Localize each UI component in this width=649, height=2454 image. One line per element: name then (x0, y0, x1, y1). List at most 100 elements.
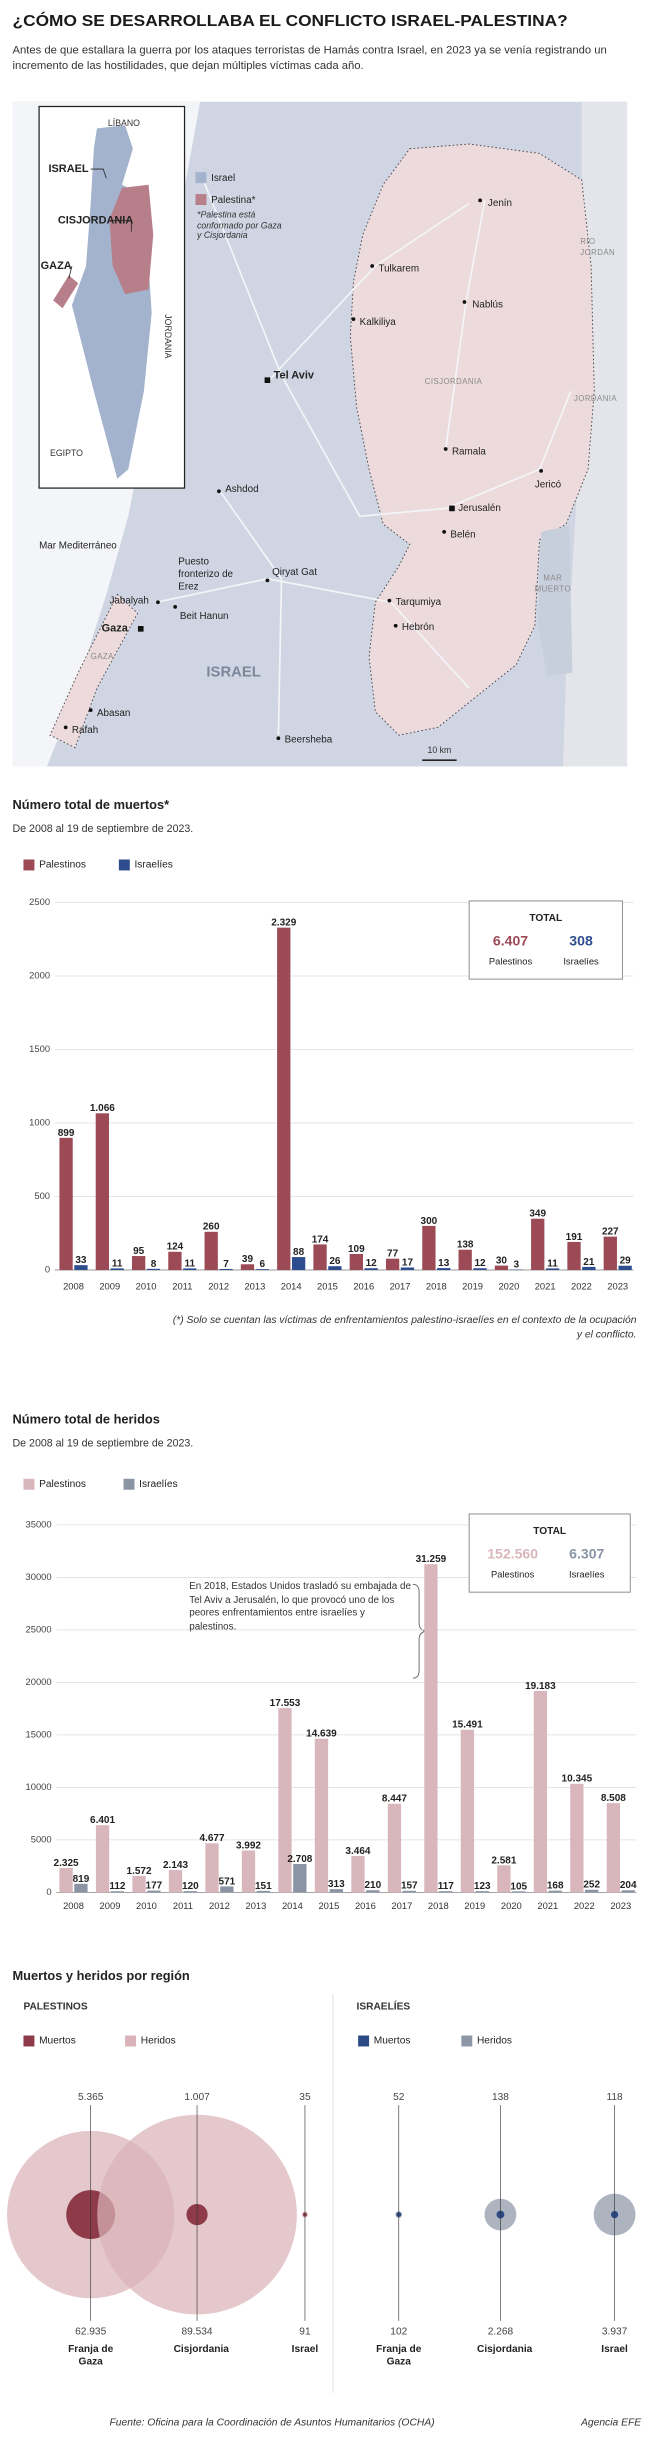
legend-swatch (461, 2035, 473, 2047)
bar-value-label: 17.553 (270, 1698, 301, 1709)
x-tick-label: 2015 (317, 1282, 338, 1292)
bar (219, 1268, 233, 1271)
bar-value-label: 1.066 (90, 1103, 115, 1114)
x-tick-label: 2012 (208, 1282, 229, 1292)
bubble-value-label: 91 (299, 2327, 311, 2338)
bar (183, 1891, 198, 1893)
x-tick-label: 2018 (426, 1282, 447, 1292)
bar-value-label: 12 (366, 1258, 378, 1269)
bar-value-label: 138 (457, 1240, 474, 1251)
road (218, 489, 283, 736)
total-box (468, 1513, 631, 1593)
region-label-wrap: Israel (568, 2344, 649, 2357)
bar-value-label: 3.464 (345, 1846, 370, 1857)
place-label: Jenín (488, 198, 512, 209)
total-value: 308 (569, 932, 593, 948)
inset-pointers (68, 168, 132, 279)
place-label: Hebrón (402, 622, 434, 633)
place-label: Qiryat Gat (272, 567, 317, 578)
bar-value-label: 31.259 (416, 1554, 447, 1565)
x-tick-label: 2010 (136, 1282, 157, 1292)
x-tick-label: 2023 (610, 1901, 631, 1911)
region-label-box: Israel (568, 2344, 649, 2357)
place-marker (351, 317, 356, 322)
map-westbank (349, 143, 595, 736)
bar-value-label: 349 (529, 1209, 546, 1220)
bar-value-label: 39 (242, 1254, 254, 1265)
bar-value-label: 8.447 (382, 1794, 407, 1805)
place-label-wrap: Puesto fronterizo de Erez (178, 557, 241, 595)
legend-swatch (23, 2035, 35, 2047)
place-label: Beit Hanun (180, 611, 229, 622)
place-label: CISJORDANIA (425, 377, 483, 386)
region-label: Franja de Gaza (68, 2344, 114, 2368)
place-label-box: MAR MUERTO (535, 574, 571, 594)
chart-title: Muertos y heridos por región (13, 1968, 190, 1983)
place-marker (393, 623, 398, 628)
bar (277, 927, 291, 1271)
y-tick-label: 500 (34, 1191, 50, 1201)
bar (497, 1865, 511, 1893)
bar-value-label: 4.677 (199, 1833, 224, 1844)
bar (570, 1783, 584, 1893)
map-dead-sea (537, 525, 573, 676)
y-tick-label: 35000 (26, 1519, 52, 1529)
bubble-value-label: 89.534 (182, 2327, 213, 2338)
map-note: *Palestina está conformado por Gaza y Ci… (197, 211, 282, 242)
bar (74, 1883, 88, 1893)
bar (168, 1869, 183, 1893)
bar (545, 1268, 560, 1271)
bubble-value-label: 5.365 (78, 2092, 104, 2103)
region-label-wrap: Cisjordania (150, 2344, 244, 2357)
place-label: Rafah (72, 725, 98, 736)
legend-swatch (123, 1478, 135, 1490)
bar-value-label: 17 (402, 1257, 414, 1268)
region-label: Cisjordania (173, 2344, 229, 2356)
inset-gaza (53, 275, 79, 309)
bubble-value-label: 2.268 (488, 2327, 514, 2338)
legend-swatch (195, 194, 207, 206)
legend-label: Palestinos (39, 1479, 86, 1490)
place-marker (63, 725, 68, 730)
bar-value-label: 157 (401, 1881, 418, 1892)
bar (512, 1891, 526, 1893)
bar-value-label: 313 (328, 1879, 345, 1890)
map-gaza (49, 593, 139, 749)
bar (256, 1890, 270, 1893)
annotation-wrap: En 2018, Estados Unidos trasladó su emba… (189, 1581, 411, 1635)
legend-label: Israelíes (139, 1479, 177, 1490)
y-tick-label: 1500 (29, 1044, 50, 1054)
bar (364, 1268, 378, 1271)
bar (473, 1268, 487, 1271)
intro-wrap: Antes de que estallara la guerra por los… (13, 42, 642, 72)
total-name: Palestinos (491, 1569, 535, 1579)
place-marker (137, 626, 144, 632)
place-marker (276, 736, 281, 741)
place-marker (264, 377, 271, 383)
place-label: Tarqumiya (396, 597, 442, 608)
bar-value-label: 117 (438, 1881, 455, 1892)
bar-value-label: 174 (312, 1234, 329, 1245)
bar-value-label: 105 (510, 1881, 527, 1892)
intro-box: Antes de que estallara la guerra por los… (13, 42, 642, 72)
y-tick-label: 30000 (26, 1572, 52, 1582)
x-tick-label: 2013 (245, 1901, 266, 1911)
y-tick-label: 20000 (26, 1677, 52, 1687)
bar-value-label: 14.639 (306, 1729, 337, 1740)
inset-label: CISJORDANIA (58, 215, 133, 227)
region-label-wrap: Franja de Gaza (352, 2344, 446, 2369)
region-label-wrap: Franja de Gaza (44, 2344, 138, 2369)
bar-value-label: 11 (112, 1258, 123, 1269)
bar (567, 1241, 581, 1271)
inset-label: EGIPTO (50, 448, 83, 458)
bar (59, 1137, 73, 1271)
x-tick-label: 2012 (209, 1901, 230, 1911)
place-label: Puesto fronterizo de Erez (178, 556, 234, 593)
total-value: 152.560 (487, 1545, 538, 1561)
bar-value-label: 260 (203, 1222, 220, 1233)
bar-value-label: 7 (223, 1259, 229, 1270)
total-title: TOTAL (529, 913, 562, 924)
legend-swatch (125, 2035, 137, 2047)
bar-value-label: 95 (133, 1246, 145, 1257)
